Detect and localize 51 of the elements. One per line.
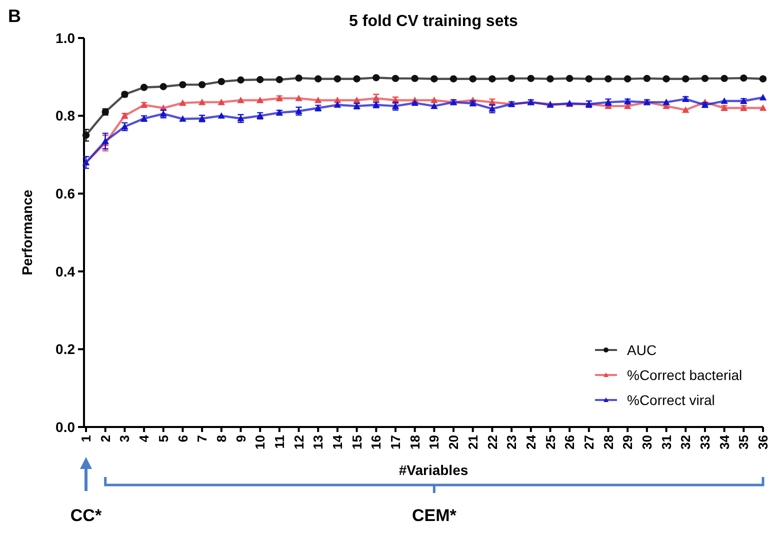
x-tick-label: 15 (349, 435, 364, 450)
x-tick-label: 9 (233, 435, 248, 442)
x-tick-label: 24 (523, 434, 538, 450)
x-tick-label: 18 (407, 435, 422, 450)
x-tick-label: 29 (620, 435, 636, 450)
x-tick-label: 8 (214, 435, 229, 442)
y-tick-label: 0.6 (56, 186, 76, 202)
x-tick-label: 22 (484, 435, 500, 450)
x-tick-label: 31 (658, 435, 674, 450)
x-tick-label: 34 (716, 434, 732, 450)
x-tick-label: 27 (581, 435, 596, 450)
legend-label: %Correct bacterial (627, 366, 742, 383)
x-tick-label: 7 (194, 435, 210, 442)
x-tick-label: 10 (252, 435, 268, 450)
chart-title: 5 fold CV training sets (349, 13, 518, 30)
x-tick-label: 21 (465, 435, 480, 450)
text: CC* (70, 506, 102, 525)
x-tick-label: 1 (78, 435, 94, 442)
x-tick-label: 35 (736, 435, 752, 450)
x-tick-label: 36 (756, 435, 771, 450)
x-tick-label: 11 (272, 435, 287, 449)
x-tick-label: 6 (175, 435, 190, 442)
x-tick-label: 23 (504, 435, 520, 450)
y-axis-title: Performance (19, 189, 35, 276)
legend-label: %Correct viral (627, 392, 715, 408)
y-tick-label: 0.0 (56, 418, 76, 435)
x-tick-label: 25 (542, 435, 558, 450)
y-tick-label: 0.4 (56, 263, 76, 280)
x-tick-label: 33 (698, 435, 713, 450)
x-tick-label: 3 (117, 435, 132, 442)
x-tick-label: 17 (388, 435, 404, 450)
x-tick-label: 4 (136, 434, 152, 442)
legend-label: AUC (627, 342, 657, 358)
y-tick-label: 0.8 (56, 108, 76, 124)
x-tick-label: 28 (600, 435, 616, 450)
x-tick-label: 16 (368, 435, 384, 450)
y-tick-label: 1.0 (56, 30, 76, 46)
text: CEM* (412, 506, 457, 525)
x-tick-label: 12 (291, 435, 306, 450)
x-tick-label: 2 (98, 435, 113, 442)
y-tick-label: 0.2 (56, 341, 76, 358)
text: B (8, 6, 21, 26)
x-axis-title: #Variables (398, 462, 468, 478)
x-tick-label: 19 (426, 435, 442, 450)
x-tick-label: 5 (156, 435, 171, 442)
x-tick-label: 13 (310, 435, 326, 450)
x-tick-label: 20 (446, 435, 462, 450)
x-tick-label: 30 (639, 435, 654, 450)
x-tick-label: 32 (678, 435, 694, 450)
x-tick-label: 26 (562, 435, 578, 450)
x-tick-label: 14 (330, 434, 346, 450)
